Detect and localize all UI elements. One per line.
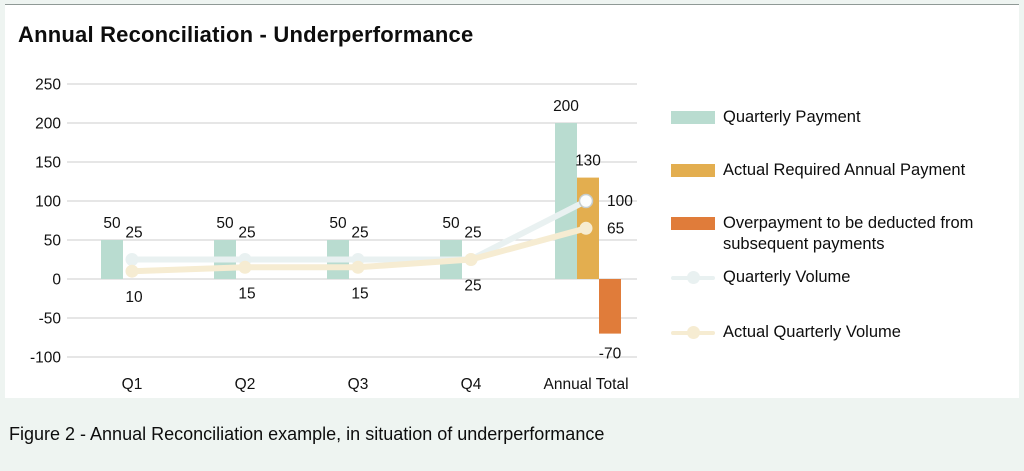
y-tick-label: -50 bbox=[39, 311, 62, 328]
y-tick-label: 150 bbox=[35, 155, 61, 172]
data-label: 50 bbox=[442, 215, 460, 232]
bar bbox=[555, 123, 577, 279]
data-label: 25 bbox=[351, 225, 368, 242]
x-category-label: Annual Total bbox=[543, 376, 628, 393]
y-tick-label: 250 bbox=[35, 77, 61, 94]
legend-label: Quarterly Volume bbox=[723, 268, 851, 286]
legend-swatch-bar bbox=[671, 111, 715, 124]
legend-swatch-bar bbox=[671, 164, 715, 177]
chart-title: Annual Reconciliation - Underperformance bbox=[18, 22, 474, 47]
legend-label: Quarterly Payment bbox=[723, 108, 861, 126]
data-label: 200 bbox=[553, 98, 579, 115]
x-category-label: Q3 bbox=[348, 376, 369, 393]
data-label: 15 bbox=[351, 285, 368, 302]
legend-marker-icon bbox=[686, 271, 700, 284]
marker bbox=[579, 221, 593, 235]
chart-card: Annual Reconciliation - Underperformance… bbox=[5, 4, 1019, 398]
x-category-label: Q1 bbox=[122, 376, 143, 393]
bar bbox=[101, 240, 123, 279]
y-tick-label: -100 bbox=[30, 350, 61, 367]
y-tick-label: 50 bbox=[44, 233, 62, 250]
legend-swatch-line bbox=[671, 326, 715, 339]
y-tick-label: 200 bbox=[35, 116, 61, 133]
legend-entry: Actual Required Annual Payment bbox=[671, 160, 1011, 181]
data-label: 25 bbox=[238, 225, 255, 242]
legend-entry: Quarterly Volume bbox=[671, 267, 1011, 288]
data-label: 25 bbox=[464, 225, 481, 242]
data-label: 15 bbox=[238, 285, 255, 302]
data-label: 100 bbox=[607, 193, 633, 210]
marker bbox=[351, 260, 365, 274]
legend-entry: Actual Quarterly Volume bbox=[671, 322, 1011, 343]
data-label: 50 bbox=[216, 215, 234, 232]
data-label: -70 bbox=[599, 346, 622, 363]
legend-entry: Quarterly Payment bbox=[671, 107, 1011, 128]
y-tick-label: 100 bbox=[35, 194, 61, 211]
data-label: 65 bbox=[607, 220, 624, 237]
chart-legend: Quarterly Payment Actual Required Annual … bbox=[671, 5, 1011, 405]
marker bbox=[238, 260, 252, 274]
legend-label: Overpayment to be deducted from subseque… bbox=[723, 214, 974, 253]
data-label: 50 bbox=[103, 215, 121, 232]
y-tick-label: 0 bbox=[52, 272, 61, 289]
legend-marker-icon bbox=[686, 326, 700, 339]
data-label: 50 bbox=[329, 215, 347, 232]
legend-label: Actual Required Annual Payment bbox=[723, 161, 966, 179]
marker bbox=[578, 193, 594, 209]
legend-entry: Overpayment to be deducted from subseque… bbox=[671, 213, 1011, 255]
legend-label: Actual Quarterly Volume bbox=[723, 323, 901, 341]
figure-caption: Figure 2 - Annual Reconciliation example… bbox=[9, 424, 605, 444]
legend-swatch-line bbox=[671, 271, 715, 284]
data-label: 10 bbox=[125, 289, 143, 306]
x-category-label: Q2 bbox=[235, 376, 256, 393]
data-label: 25 bbox=[464, 278, 481, 295]
data-label: 130 bbox=[575, 153, 601, 170]
chart-svg: 250 200 150 100 50 0 -50 -100 50 50 50 50 200 130 -70 2… bbox=[30, 77, 637, 393]
marker bbox=[125, 264, 139, 278]
legend-swatch-bar bbox=[671, 217, 715, 230]
x-category-label: Q4 bbox=[461, 376, 482, 393]
data-label: 25 bbox=[125, 225, 142, 242]
marker bbox=[464, 253, 478, 266]
marker bbox=[125, 253, 139, 266]
bar bbox=[599, 279, 621, 334]
